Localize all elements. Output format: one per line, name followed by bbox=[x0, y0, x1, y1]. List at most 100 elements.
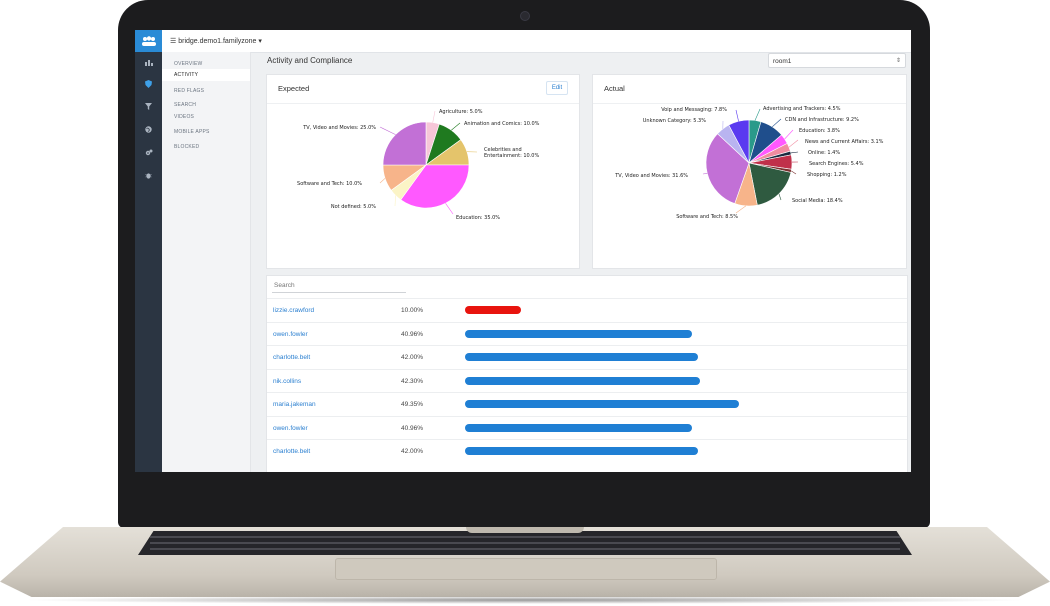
pie-leader-line bbox=[394, 195, 396, 207]
menu-icon: ☰ bbox=[170, 38, 177, 45]
pie-slice-label: News and Current Affairs: 3.1% bbox=[805, 139, 884, 145]
table-row[interactable]: owen.fowler 40.96% bbox=[267, 321, 907, 346]
table-row[interactable]: maria.jakeman 49.35% bbox=[267, 392, 907, 416]
percentage-bar bbox=[465, 329, 693, 338]
user-table: lizzie.crawford 10.00% owen.fowler 40.96% ch… bbox=[266, 275, 908, 472]
user-link[interactable]: charlotte.belt bbox=[273, 448, 311, 455]
bar-chart-icon[interactable] bbox=[135, 54, 162, 70]
app-screen: ☰ bridge.demo1.familyzone ▾ OVERVIEW ACT… bbox=[135, 30, 911, 472]
caret-down-icon: ▾ bbox=[258, 38, 262, 45]
subnav-item-mobile-apps[interactable]: MOBILE APPS bbox=[174, 129, 210, 135]
host-label: bridge.demo1.familyzone bbox=[178, 38, 257, 45]
percentage-value: 42.00% bbox=[401, 448, 424, 455]
subnav-item-search[interactable]: SEARCH bbox=[174, 102, 197, 108]
pie-leader-line bbox=[445, 203, 454, 215]
subnav-item-blocked[interactable]: BLOCKED bbox=[174, 144, 200, 150]
actual-title: Actual bbox=[604, 84, 625, 93]
touchpad bbox=[335, 558, 717, 580]
subnav-item-red-flags[interactable]: RED FLAGS bbox=[174, 88, 205, 94]
pie-slice-label: Agriculture: 5.0% bbox=[439, 109, 483, 115]
pie-slice-label: Advertising and Trackers: 4.5% bbox=[763, 106, 841, 112]
divider bbox=[593, 103, 906, 104]
user-link[interactable]: charlotte.belt bbox=[273, 354, 311, 361]
table-row[interactable]: nik.collins 42.30% bbox=[267, 368, 907, 393]
actual-pie-chart: Advertising and Trackers: 4.5% CDN and In… bbox=[614, 106, 884, 220]
bug-icon[interactable] bbox=[135, 167, 162, 183]
page-title: Activity and Compliance bbox=[267, 56, 353, 65]
pie-slice-label: Search Engines: 5.4% bbox=[809, 161, 864, 167]
pie-leader-line bbox=[784, 129, 794, 140]
main-content: Activity and Compliance room1 ⇕ Expected… bbox=[250, 52, 911, 472]
pie-leader-line bbox=[735, 205, 747, 214]
pie-leader-line bbox=[791, 170, 797, 175]
gears-icon[interactable] bbox=[135, 144, 162, 160]
subnav-item-activity[interactable]: ACTIVITY bbox=[162, 69, 250, 81]
sub-navigation: OVERVIEW ACTIVITY RED FLAGS SEARCH VIDEO… bbox=[162, 52, 251, 472]
pie-slice[interactable] bbox=[728, 119, 750, 164]
percentage-value: 42.30% bbox=[401, 377, 424, 385]
pie-leader-line bbox=[379, 178, 386, 184]
pie-slice-label: Voip and Messaging: 7.8% bbox=[661, 107, 727, 113]
pie-slice-label: Software and Tech: 8.5% bbox=[676, 214, 738, 220]
percentage-bar bbox=[465, 400, 739, 408]
subnav-item-videos[interactable]: VIDEOS bbox=[174, 114, 195, 120]
users-icon[interactable] bbox=[135, 30, 162, 52]
table-row[interactable]: charlotte.belt 42.00% bbox=[267, 345, 907, 369]
pie-slice-label: Entertainment: 10.0% bbox=[484, 153, 539, 159]
room-select[interactable]: room1 ⇕ bbox=[768, 53, 906, 68]
table-row[interactable]: charlotte.belt 42.00% bbox=[267, 439, 907, 463]
shield-icon[interactable] bbox=[135, 76, 162, 92]
pie-slice-label: CDN and Infrastructure: 9.2% bbox=[785, 117, 859, 123]
filter-icon[interactable] bbox=[135, 98, 162, 114]
subnav-item-overview[interactable]: OVERVIEW bbox=[174, 61, 203, 67]
pie-slice-label: Shopping: 1.2% bbox=[807, 172, 847, 178]
user-link[interactable]: nik.collins bbox=[273, 377, 302, 385]
select-caret-icon: ⇕ bbox=[895, 58, 901, 64]
pie-slice-label: TV, Video and Movies: 25.0% bbox=[302, 125, 376, 131]
globe-icon[interactable] bbox=[135, 121, 162, 137]
percentage-bar bbox=[465, 306, 521, 314]
user-link[interactable]: maria.jakeman bbox=[273, 401, 316, 408]
expected-title: Expected bbox=[278, 84, 310, 93]
percentage-value: 49.35% bbox=[401, 401, 424, 408]
pie-leader-line bbox=[772, 118, 782, 128]
pie-slice-label: Education: 35.0% bbox=[456, 215, 500, 221]
percentage-bar bbox=[465, 423, 693, 432]
pie-leader-line bbox=[451, 122, 461, 131]
user-link[interactable]: owen.fowler bbox=[273, 330, 308, 338]
laptop-shadow bbox=[20, 596, 1030, 604]
room-select-value: room1 bbox=[773, 58, 792, 65]
pie-leader-line bbox=[702, 172, 708, 175]
pie-slice-label: TV, Video and Movies: 31.6% bbox=[614, 173, 688, 179]
edit-button[interactable]: Edit bbox=[546, 81, 568, 95]
pie-leader-line bbox=[735, 109, 739, 122]
pie-slice[interactable] bbox=[382, 121, 427, 166]
table-row[interactable]: owen.fowler 40.96% bbox=[267, 415, 907, 440]
key-row bbox=[150, 536, 900, 538]
search-input[interactable] bbox=[272, 279, 406, 293]
percentage-value: 42.00% bbox=[401, 354, 424, 361]
pie-slice-label: Animation and Comics: 10.0% bbox=[464, 121, 540, 127]
percentage-value: 40.96% bbox=[401, 330, 424, 338]
host-dropdown[interactable]: ☰ bridge.demo1.familyzone ▾ bbox=[170, 37, 262, 45]
pie-leader-line bbox=[432, 110, 436, 123]
percentage-value: 40.96% bbox=[401, 424, 424, 432]
pie-slice[interactable] bbox=[748, 162, 792, 206]
key-row bbox=[150, 548, 900, 550]
key-row bbox=[150, 542, 900, 544]
table-row[interactable]: lizzie.crawford 10.00% bbox=[267, 298, 907, 322]
lid-notch bbox=[466, 527, 584, 533]
percentage-bar bbox=[465, 376, 700, 385]
user-link[interactable]: owen.fowler bbox=[273, 424, 308, 432]
expected-panel: Expected Edit Agriculture: 5.0% Animation… bbox=[266, 74, 580, 269]
pie-slice-label: Education: 3.8% bbox=[799, 128, 840, 134]
pie-slice-label: Software and Tech: 10.0% bbox=[297, 181, 362, 187]
webcam bbox=[520, 11, 530, 21]
percentage-bar bbox=[465, 447, 699, 455]
pie-slice-label: Unknown Category: 5.3% bbox=[643, 118, 707, 124]
pie-leader-line bbox=[790, 151, 799, 154]
sidebar bbox=[135, 30, 162, 472]
user-link[interactable]: lizzie.crawford bbox=[273, 307, 315, 314]
pie-leader-line bbox=[379, 126, 396, 135]
pie-leader-line bbox=[754, 108, 761, 121]
